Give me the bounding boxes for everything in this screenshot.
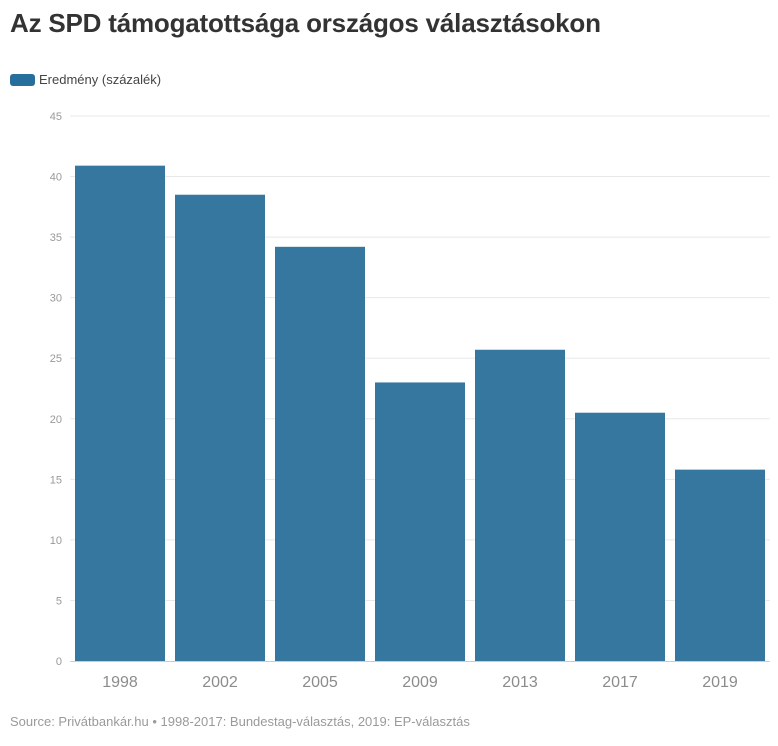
x-tick-label: 2013 — [502, 674, 538, 691]
y-tick-label: 30 — [50, 293, 62, 305]
x-tick-label: 2009 — [402, 674, 438, 691]
y-tick-label: 20 — [50, 414, 62, 426]
bar — [275, 246, 365, 662]
y-tick-label: 5 — [56, 595, 62, 607]
legend: Eredmény (százalék) — [10, 72, 161, 87]
y-tick-label: 0 — [56, 656, 62, 668]
legend-label: Eredmény (százalék) — [39, 72, 162, 87]
x-tick-label: 2017 — [602, 674, 638, 691]
legend-swatch — [10, 73, 35, 86]
x-tick-label: 1998 — [102, 674, 138, 691]
y-tick-label: 10 — [50, 535, 62, 547]
chart-title: Az SPD támogatottsága országos választás… — [10, 8, 601, 38]
bar — [75, 165, 165, 661]
y-tick-label: 25 — [50, 353, 62, 365]
y-tick-label: 15 — [50, 474, 62, 486]
y-tick-label: 45 — [50, 111, 62, 123]
x-tick-label: 2005 — [302, 674, 338, 691]
y-tick-label: 35 — [50, 232, 62, 244]
bar — [175, 194, 265, 661]
bar — [575, 412, 665, 661]
y-tick-label: 40 — [50, 172, 62, 184]
x-tick-label: 2002 — [202, 674, 238, 691]
bar — [675, 469, 765, 661]
bar — [375, 382, 465, 661]
bar — [475, 349, 565, 661]
source-note: Source: Privátbankár.hu • 1998-2017: Bun… — [10, 714, 470, 729]
x-tick-label: 2019 — [702, 674, 738, 691]
